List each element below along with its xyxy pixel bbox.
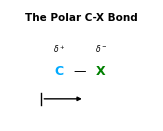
- Text: The Polar C-X Bond: The Polar C-X Bond: [25, 13, 138, 23]
- Text: $\delta^+$: $\delta^+$: [53, 43, 65, 55]
- Text: X: X: [96, 65, 105, 78]
- Text: $\delta^-$: $\delta^-$: [95, 43, 107, 54]
- Text: —: —: [74, 65, 86, 78]
- Text: C: C: [54, 65, 64, 78]
